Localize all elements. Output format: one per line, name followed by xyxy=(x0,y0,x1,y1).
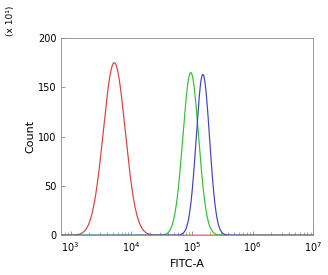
X-axis label: FITC-A: FITC-A xyxy=(170,259,205,270)
Y-axis label: Count: Count xyxy=(25,120,35,153)
Text: (x 10¹): (x 10¹) xyxy=(6,6,15,36)
